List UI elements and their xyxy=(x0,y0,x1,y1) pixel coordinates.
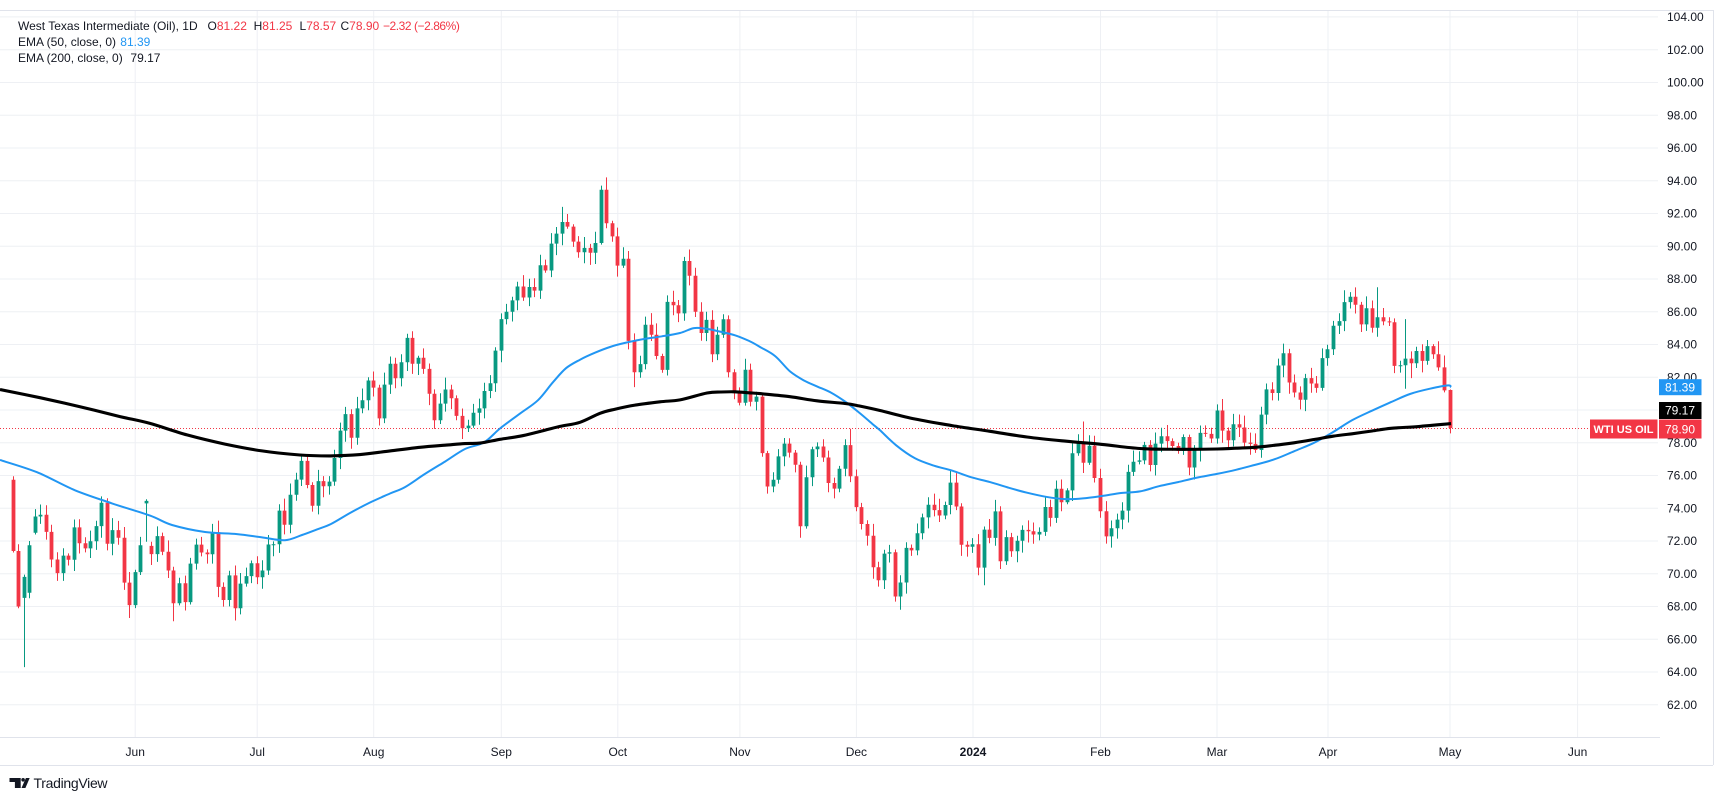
svg-text:98.00: 98.00 xyxy=(1667,108,1697,122)
svg-text:EMA (200, close, 0)79.17: EMA (200, close, 0) 79.17 xyxy=(18,51,161,65)
svg-text:West Texas Intermediate (Oil),: West Texas Intermediate (Oil), 1D O81.22 H… xyxy=(18,19,460,33)
svg-text:Jul: Jul xyxy=(250,745,265,759)
svg-text:WTI US OIL: WTI US OIL xyxy=(1594,424,1654,436)
svg-text:88.00: 88.00 xyxy=(1667,272,1697,286)
svg-text:Dec: Dec xyxy=(846,745,867,759)
svg-text:79.17: 79.17 xyxy=(1665,404,1695,418)
svg-text:68.00: 68.00 xyxy=(1667,600,1697,614)
svg-text:78.90: 78.90 xyxy=(1665,423,1695,437)
svg-text:102.00: 102.00 xyxy=(1667,43,1704,57)
svg-text:76.00: 76.00 xyxy=(1667,469,1697,483)
svg-text:TradingView: TradingView xyxy=(34,775,109,791)
svg-text:2024: 2024 xyxy=(960,745,987,759)
svg-text:Jun: Jun xyxy=(1568,745,1587,759)
svg-text:66.00: 66.00 xyxy=(1667,633,1697,647)
svg-text:90.00: 90.00 xyxy=(1667,239,1697,253)
svg-text:84.00: 84.00 xyxy=(1667,338,1697,352)
svg-text:72.00: 72.00 xyxy=(1667,534,1697,548)
svg-text:92.00: 92.00 xyxy=(1667,207,1697,221)
svg-text:94.00: 94.00 xyxy=(1667,174,1697,188)
svg-text:EMA (50, close, 0)81.39: EMA (50, close, 0) 81.39 xyxy=(18,35,151,49)
svg-text:Mar: Mar xyxy=(1207,745,1228,759)
svg-text:Oct: Oct xyxy=(608,745,627,759)
svg-text:74.00: 74.00 xyxy=(1667,502,1697,516)
svg-text:100.00: 100.00 xyxy=(1667,76,1704,90)
svg-text:81.39: 81.39 xyxy=(1665,380,1695,394)
svg-text:Sep: Sep xyxy=(491,745,513,759)
svg-text:104.00: 104.00 xyxy=(1667,10,1704,24)
svg-text:Feb: Feb xyxy=(1090,745,1111,759)
svg-text:64.00: 64.00 xyxy=(1667,665,1697,679)
svg-text:May: May xyxy=(1439,745,1462,759)
svg-text:86.00: 86.00 xyxy=(1667,305,1697,319)
svg-text:62.00: 62.00 xyxy=(1667,698,1697,712)
svg-text:Jun: Jun xyxy=(126,745,145,759)
svg-text:78.00: 78.00 xyxy=(1667,436,1697,450)
svg-text:Apr: Apr xyxy=(1319,745,1338,759)
svg-text:Nov: Nov xyxy=(729,745,750,759)
svg-text:70.00: 70.00 xyxy=(1667,567,1697,581)
svg-text:Aug: Aug xyxy=(363,745,384,759)
svg-text:96.00: 96.00 xyxy=(1667,141,1697,155)
